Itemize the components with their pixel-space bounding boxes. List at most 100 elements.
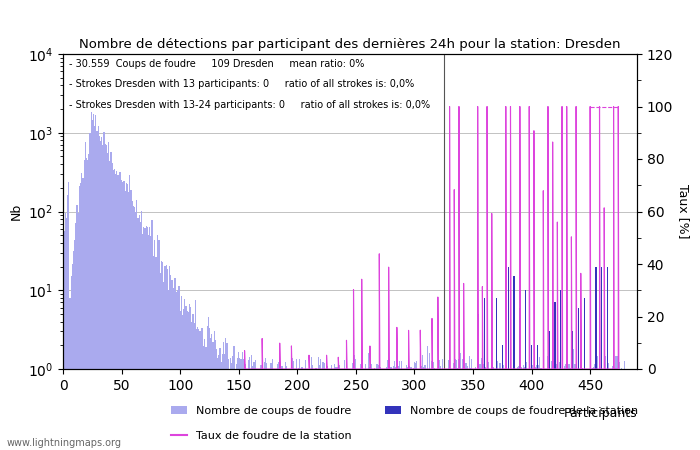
Bar (151, 220, 153, 450)
Bar (341, 369, 342, 450)
Bar (574, 364, 575, 450)
Bar (233, 346, 235, 450)
Bar (147, 227, 148, 450)
Bar (177, 290, 178, 450)
Bar (382, 369, 384, 450)
Bar (375, 369, 377, 450)
Bar (176, 292, 177, 450)
Bar (136, 200, 137, 450)
Bar (251, 355, 252, 450)
Bar (299, 359, 300, 450)
Bar (180, 311, 181, 450)
Bar (363, 369, 365, 450)
Bar (393, 366, 394, 450)
Bar (538, 365, 539, 450)
Bar (285, 362, 286, 450)
Bar (398, 361, 400, 450)
Bar (141, 211, 142, 450)
Bar (489, 369, 490, 450)
Bar (347, 369, 348, 450)
Bar (570, 357, 572, 450)
Bar (100, 141, 101, 450)
Bar (150, 236, 151, 450)
Bar (165, 265, 167, 450)
Bar (484, 298, 485, 450)
Bar (483, 364, 484, 450)
Bar (461, 369, 462, 450)
Bar (519, 308, 520, 450)
Bar (108, 142, 109, 450)
Bar (198, 329, 200, 450)
Bar (470, 368, 471, 450)
Bar (553, 369, 554, 450)
Bar (459, 353, 461, 450)
Bar (158, 240, 160, 450)
Bar (395, 367, 396, 450)
Bar (420, 369, 421, 450)
Bar (585, 369, 586, 450)
Bar (614, 369, 615, 450)
Bar (424, 365, 426, 450)
Bar (135, 212, 136, 450)
Bar (76, 205, 78, 450)
Bar (518, 366, 519, 450)
Bar (278, 362, 279, 450)
Bar (292, 358, 293, 450)
Bar (181, 296, 182, 450)
Bar (216, 349, 217, 450)
Bar (554, 369, 556, 450)
Bar (591, 369, 592, 450)
Bar (238, 352, 239, 450)
Bar (582, 369, 584, 450)
Bar (262, 369, 264, 450)
Bar (284, 369, 285, 450)
Bar (496, 350, 497, 450)
Bar (433, 362, 434, 450)
Bar (577, 369, 578, 450)
Bar (205, 347, 206, 450)
Bar (73, 252, 74, 450)
Bar (204, 339, 205, 450)
Bar (337, 368, 339, 450)
Bar (174, 278, 175, 450)
Bar (118, 171, 120, 450)
Bar (402, 369, 403, 450)
Bar (533, 369, 535, 450)
Bar (528, 369, 530, 450)
Bar (542, 369, 544, 450)
Bar (554, 302, 556, 450)
Bar (248, 357, 250, 450)
Bar (481, 358, 482, 450)
Bar (162, 262, 163, 450)
Bar (190, 307, 191, 450)
Bar (434, 369, 435, 450)
Bar (146, 226, 147, 450)
Bar (491, 369, 492, 450)
Bar (279, 349, 280, 450)
Bar (328, 369, 330, 450)
Bar (560, 290, 561, 450)
Bar (195, 300, 196, 450)
Bar (485, 367, 486, 450)
Bar (567, 369, 568, 450)
Bar (187, 310, 188, 450)
Bar (457, 369, 458, 450)
Bar (545, 369, 546, 450)
Bar (477, 369, 478, 450)
Bar (405, 364, 407, 450)
Bar (366, 369, 367, 450)
Bar (380, 367, 381, 450)
Bar (486, 369, 488, 450)
Bar (126, 183, 127, 450)
Bar (93, 113, 94, 450)
Bar (212, 342, 214, 450)
Bar (498, 369, 499, 450)
Bar (622, 369, 624, 450)
Bar (429, 353, 430, 450)
Bar (474, 369, 475, 450)
Bar (525, 364, 526, 450)
Bar (522, 369, 523, 450)
Bar (559, 362, 560, 450)
Bar (193, 315, 194, 450)
Bar (116, 171, 118, 450)
